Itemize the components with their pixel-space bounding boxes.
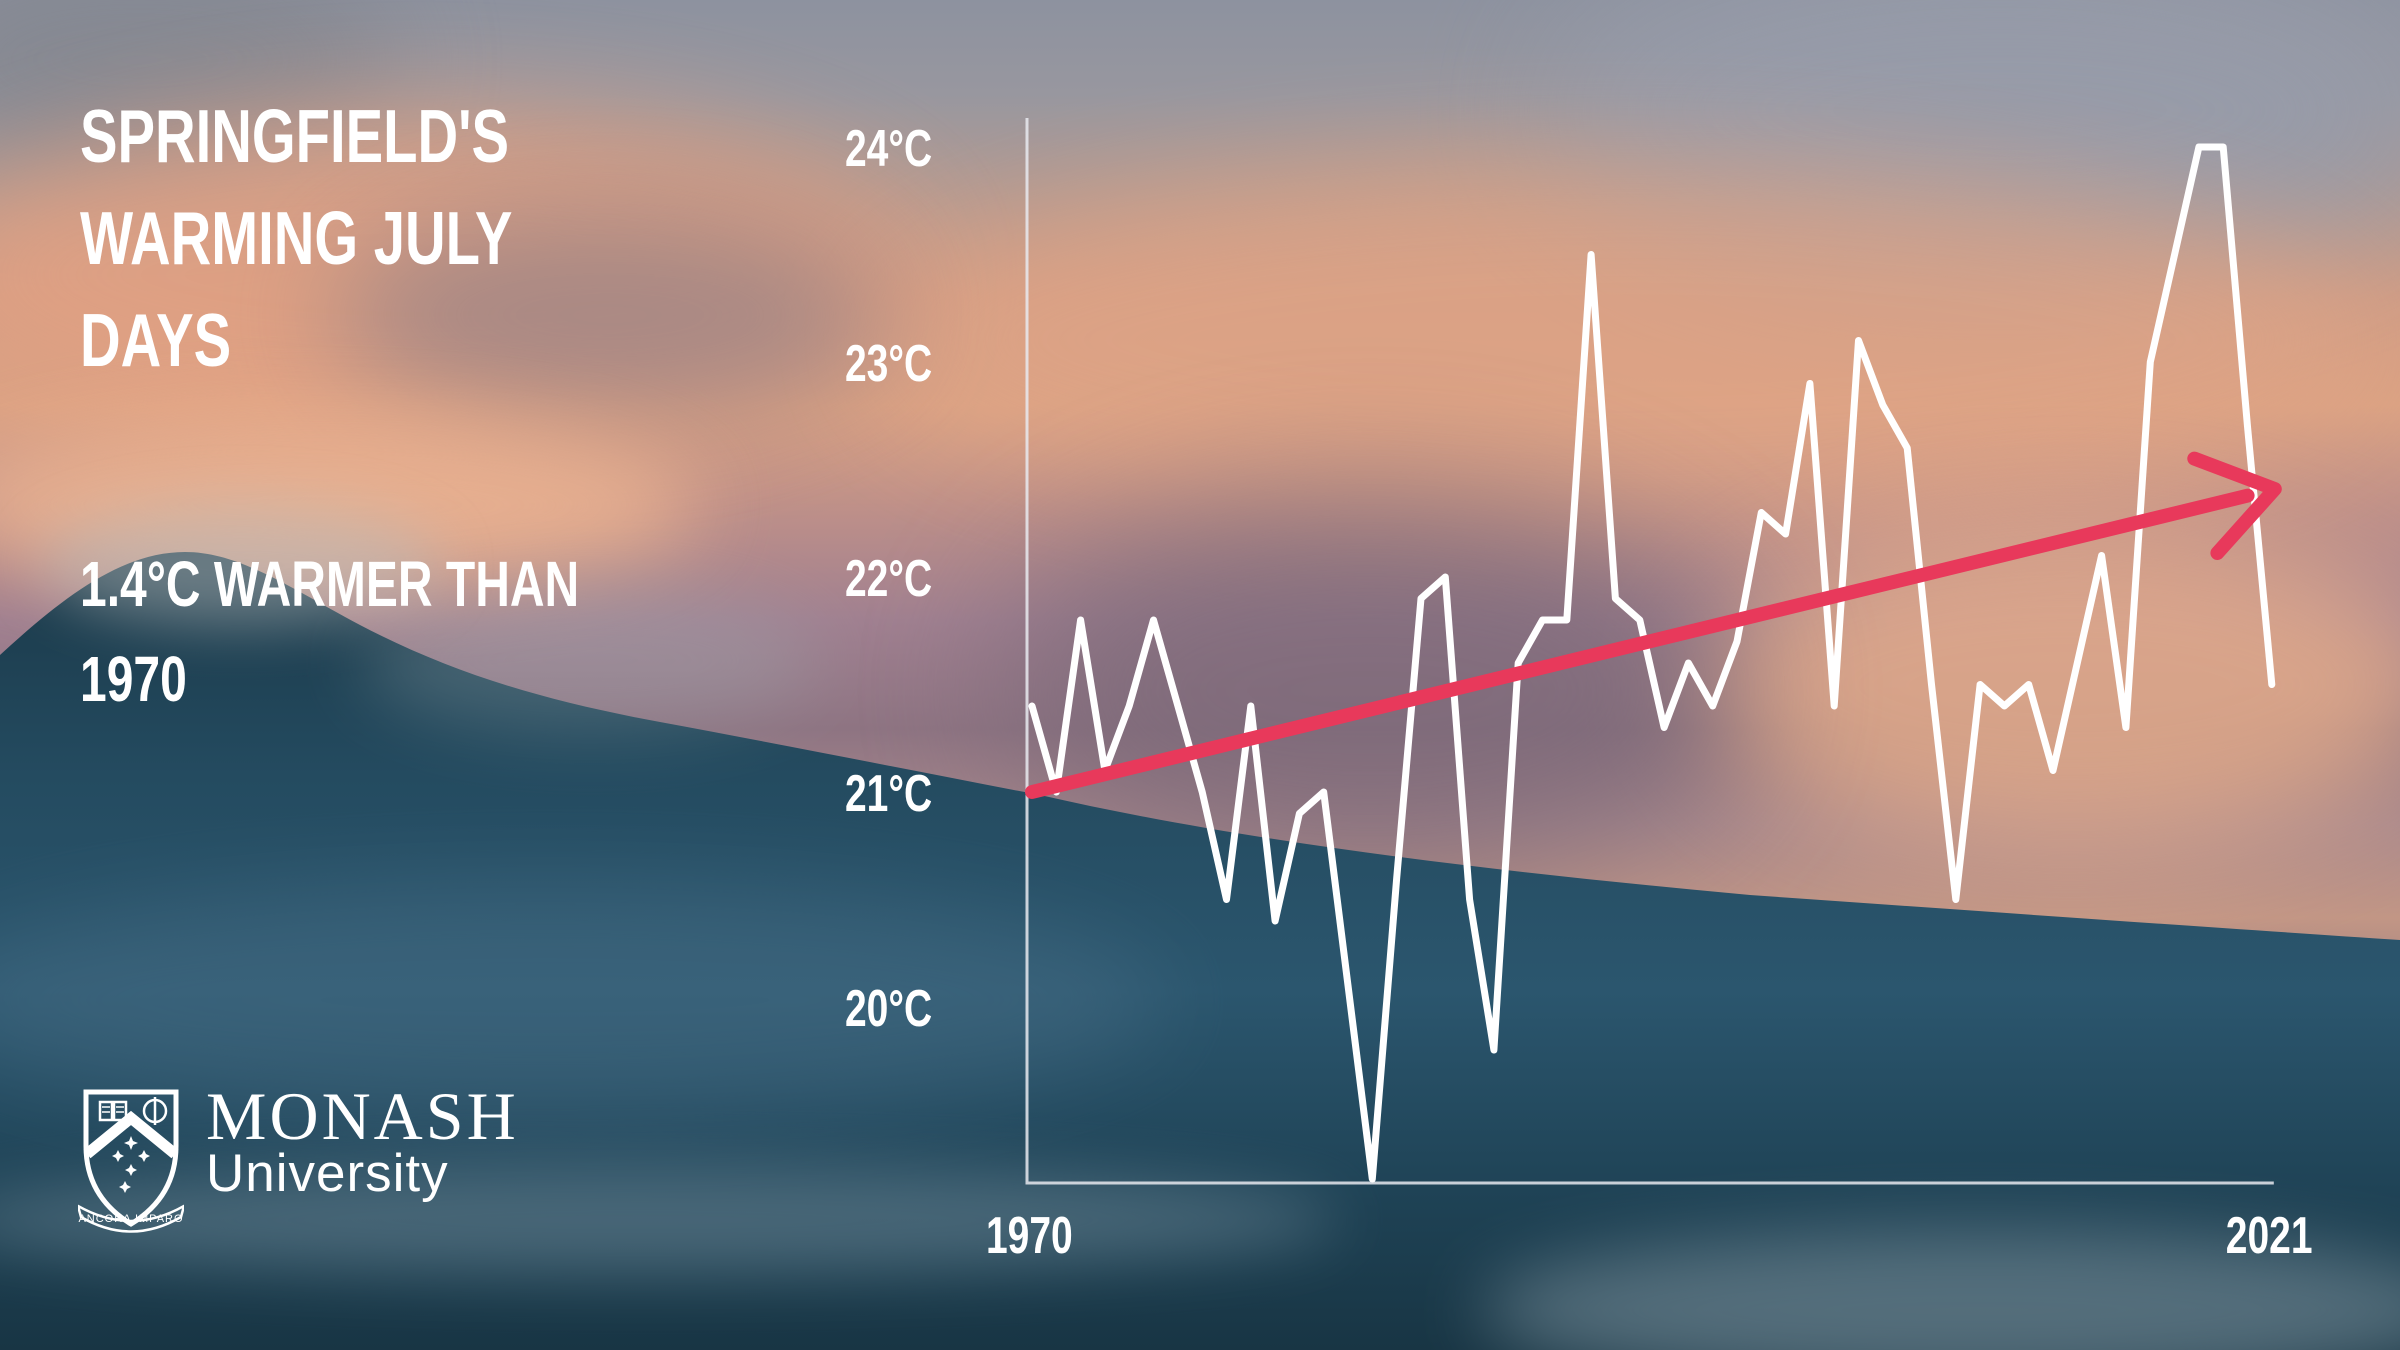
x-axis-tick-label: 1970: [986, 1205, 1073, 1264]
crest-motto: ANCORA IMPARO: [78, 1213, 183, 1225]
monash-crest-icon: ANCORA IMPARO: [78, 1089, 184, 1233]
chart-axes: [1025, 118, 2274, 1185]
title-line: SPRINGFIELD'S: [80, 94, 510, 178]
brand-name: MONASH: [206, 1078, 519, 1154]
subtitle-line: 1970: [80, 643, 187, 715]
wave-face-highlight: [0, 880, 1170, 1120]
subtitle: 1.4°C WARMER THAN 1970: [80, 537, 746, 727]
trend-arrow-head: [2187, 451, 2282, 560]
cloud-blob: [330, 210, 890, 420]
page-title: SPRINGFIELD'S WARMING JULY DAYS: [80, 85, 656, 391]
cloud-blob: [1690, 520, 2400, 850]
wave-foam: [40, 505, 440, 625]
y-axis-tick-label: 22°C: [845, 548, 932, 607]
y-axis-tick-label: 24°C: [845, 118, 932, 177]
temperature-data-line: [1028, 143, 2276, 1183]
title-line: DAYS: [80, 298, 232, 382]
y-axis-tick-label: 20°C: [845, 978, 932, 1037]
y-axis-tick-label: 21°C: [845, 763, 932, 822]
x-axis-tick-label: 2021: [2226, 1205, 2313, 1264]
southern-cross-stars: [112, 1136, 150, 1193]
title-line: WARMING JULY: [80, 196, 513, 280]
wave-spray: [360, 590, 820, 730]
subtitle-line: 1.4°C WARMER THAN: [80, 548, 580, 620]
y-axis-tick-label: 23°C: [845, 333, 932, 392]
cloud-blob: [880, 160, 2380, 520]
brand-subname: University: [206, 1144, 449, 1203]
trend-arrow-shaft: [1025, 488, 2255, 799]
